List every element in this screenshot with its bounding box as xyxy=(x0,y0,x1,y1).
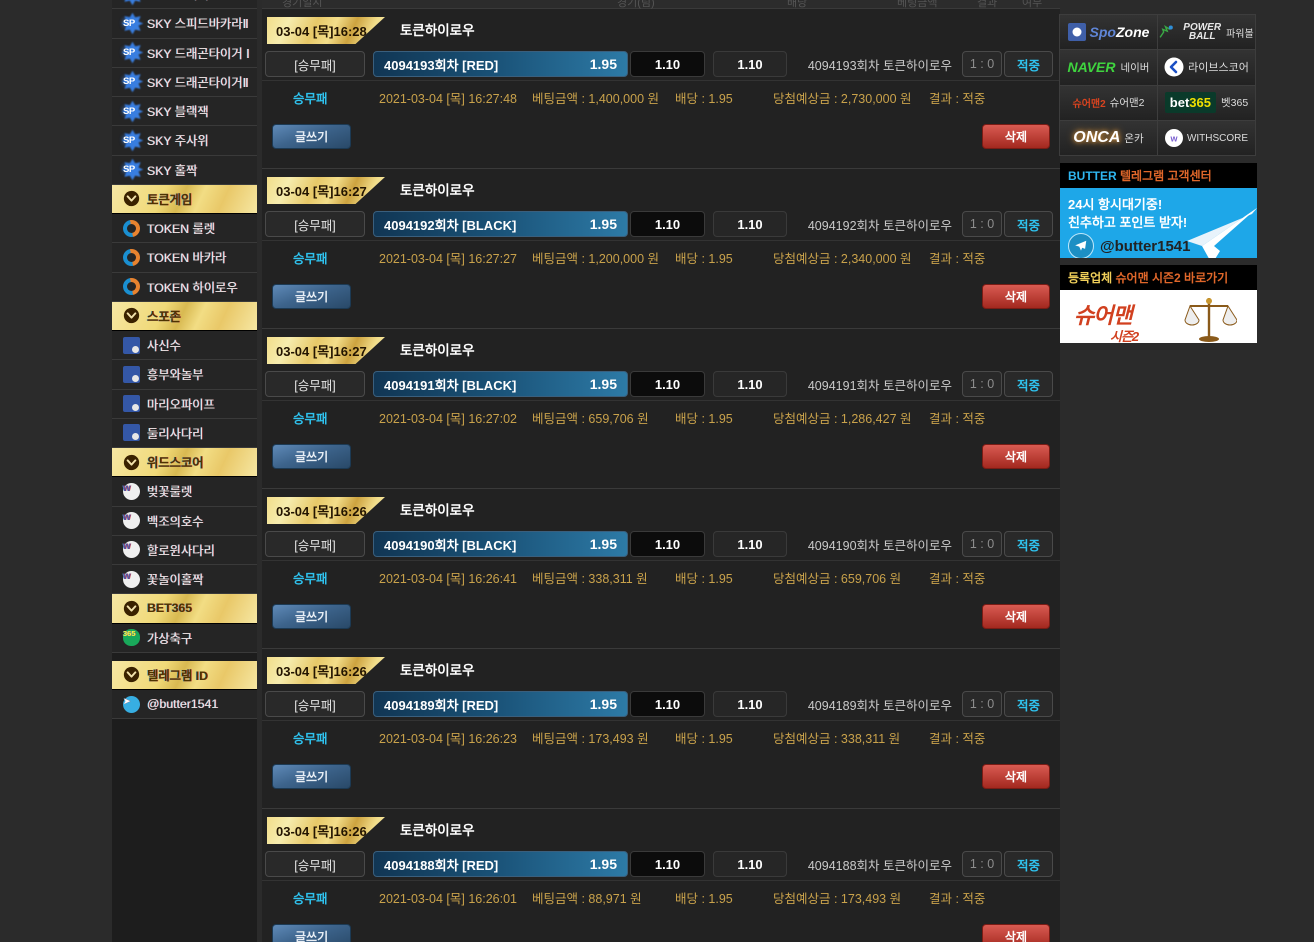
svg-text:w: w xyxy=(1169,134,1178,144)
